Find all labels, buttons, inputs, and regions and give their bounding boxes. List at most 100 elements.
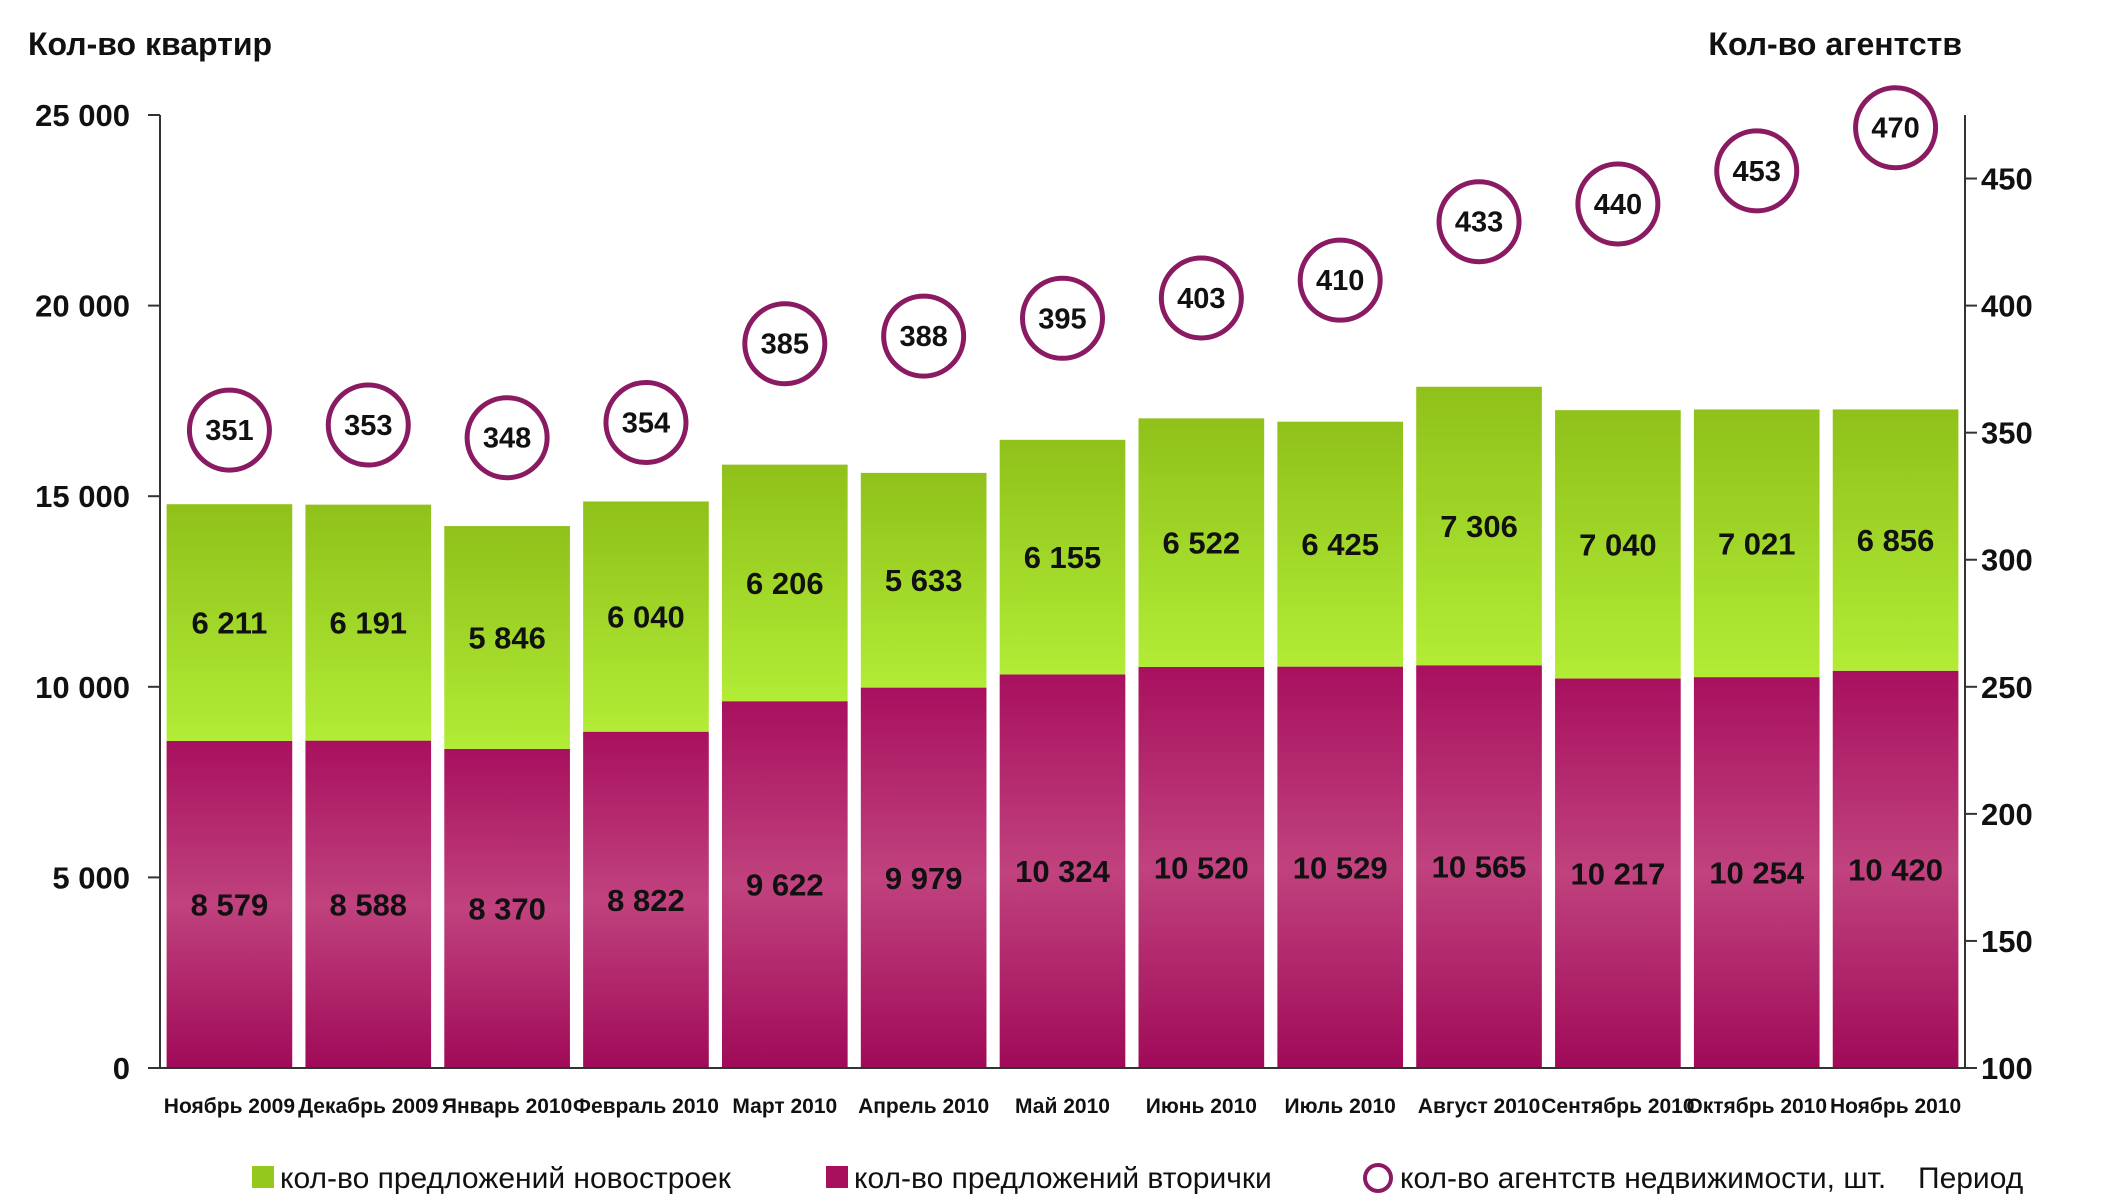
bar-secondary <box>305 740 432 1068</box>
bar-new-buildings <box>999 439 1126 675</box>
bar-secondary <box>583 731 709 1068</box>
bar-label-secondary: 10 529 <box>1293 850 1388 885</box>
bars-layer: 8 579 6 211 8 588 6 191 8 370 5 846 8 822 6 040… <box>166 386 1959 1068</box>
bar-secondary <box>1832 670 1959 1068</box>
bar-secondary <box>721 701 848 1068</box>
bar-label-new-buildings: 6 211 <box>191 606 267 641</box>
bar-secondary <box>166 740 293 1068</box>
bar-label-secondary: 10 324 <box>1015 854 1111 889</box>
agency-marker <box>742 301 828 387</box>
x-tick-label: Сентябрь 2010 <box>1541 1095 1694 1118</box>
y-left-tick-label: 0 <box>113 1051 130 1086</box>
bar-new-buildings <box>1138 418 1265 667</box>
bar-label-secondary: 10 520 <box>1154 850 1249 885</box>
x-tick-label: Апрель 2010 <box>858 1095 989 1118</box>
agency-marker <box>603 380 689 466</box>
bar-label-new-buildings: 7 021 <box>1718 526 1796 561</box>
agency-marker-label: 353 <box>344 410 392 442</box>
bar-new-buildings <box>305 504 432 741</box>
bar-label-secondary: 8 588 <box>329 887 407 922</box>
bar-new-buildings <box>1277 421 1404 667</box>
y-right-tick-label: 250 <box>1981 670 2033 705</box>
y-left-tick-label: 5 000 <box>52 860 130 895</box>
legend-marker-agencies <box>1363 1163 1393 1193</box>
y-left-tick-label: 25 000 <box>35 98 130 133</box>
x-tick-label: Февраль 2010 <box>573 1095 719 1118</box>
legend-swatch-secondary <box>826 1166 848 1188</box>
bar-label-new-buildings: 5 846 <box>468 621 546 656</box>
agency-marker <box>186 387 272 473</box>
bar-label-secondary: 9 979 <box>885 861 963 896</box>
legend-label-agencies: кол-во агентств недвижимости, шт. <box>1400 1162 1886 1195</box>
bar-label-new-buildings: 6 040 <box>607 600 685 635</box>
agency-marker <box>1714 128 1800 214</box>
agency-marker-label: 440 <box>1594 189 1642 221</box>
agency-marker-label: 403 <box>1177 283 1225 315</box>
agency-marker-label: 410 <box>1316 265 1364 297</box>
x-tick-label: Декабрь 2009 <box>298 1095 438 1118</box>
y-right-axis-title: Кол-во агентств <box>1708 26 1962 62</box>
y-right-tick-label: 200 <box>1981 797 2033 832</box>
agency-marker-label: 348 <box>483 423 531 455</box>
agency-marker-label: 470 <box>1871 113 1919 145</box>
bar-label-new-buildings: 6 522 <box>1163 526 1241 561</box>
bar-new-buildings <box>166 504 293 741</box>
agency-marker-label: 395 <box>1038 303 1086 335</box>
y-left-tick-label: 20 000 <box>35 289 130 324</box>
legend-period-label: Период <box>1918 1162 2023 1195</box>
agency-marker <box>881 293 967 379</box>
x-tick-label: Август 2010 <box>1418 1095 1541 1118</box>
bar-new-buildings <box>1693 409 1820 678</box>
agency-marker <box>325 382 411 468</box>
agency-marker-label: 385 <box>761 329 809 361</box>
legend-label-new-buildings: кол-во предложений новостроек <box>280 1162 732 1195</box>
bar-new-buildings <box>1832 409 1959 671</box>
bar-secondary <box>1555 678 1681 1068</box>
bar-new-buildings <box>1416 386 1542 666</box>
bar-new-buildings <box>1555 410 1681 679</box>
agency-marker-label: 388 <box>899 321 947 353</box>
bar-new-buildings <box>444 526 570 749</box>
y-left-axis: 0 5 000 10 000 15 000 20 000 25 000 <box>35 98 160 1086</box>
bar-secondary <box>1693 677 1820 1068</box>
y-right-tick-label: 400 <box>1981 289 2033 324</box>
x-tick-label: Октябрь 2010 <box>1686 1095 1827 1118</box>
bar-label-new-buildings: 6 856 <box>1857 523 1935 558</box>
legend-label-secondary: кол-во предложений вторички <box>854 1162 1272 1195</box>
agency-marker <box>1436 179 1522 265</box>
bar-label-secondary: 10 565 <box>1432 850 1527 885</box>
legend: кол-во предложений новостроек кол-во пре… <box>252 1162 2023 1195</box>
bar-label-new-buildings: 7 040 <box>1579 527 1657 562</box>
bar-label-new-buildings: 6 425 <box>1301 527 1379 562</box>
bar-secondary <box>1416 665 1542 1068</box>
x-tick-label: Июль 2010 <box>1285 1095 1396 1118</box>
bar-label-secondary: 10 217 <box>1570 856 1665 891</box>
bar-label-secondary: 8 822 <box>607 883 685 918</box>
x-tick-label: Июнь 2010 <box>1146 1095 1257 1118</box>
agency-marker <box>1297 237 1383 323</box>
x-tick-label: Ноябрь 2009 <box>164 1095 295 1118</box>
agency-markers-layer: 351 353 348 354 385 388 395 403 410 433 440 453 470 <box>186 85 1939 481</box>
bar-label-secondary: 10 254 <box>1709 856 1805 891</box>
bar-label-new-buildings: 6 206 <box>746 566 824 601</box>
agency-marker-label: 433 <box>1455 207 1503 239</box>
bar-new-buildings <box>721 464 848 702</box>
agency-marker <box>1158 255 1244 341</box>
bar-label-new-buildings: 6 191 <box>329 606 407 641</box>
x-tick-label: Май 2010 <box>1015 1095 1110 1118</box>
bar-label-new-buildings: 6 155 <box>1024 540 1102 575</box>
bar-label-secondary: 8 579 <box>191 887 269 922</box>
bar-label-secondary: 9 622 <box>746 868 824 903</box>
legend-swatch-new-buildings <box>252 1166 274 1188</box>
agency-marker <box>1853 85 1939 171</box>
x-tick-label: Март 2010 <box>732 1095 837 1118</box>
bar-label-secondary: 10 420 <box>1848 852 1943 887</box>
x-tick-label: Январь 2010 <box>442 1095 572 1118</box>
bar-label-new-buildings: 7 306 <box>1440 509 1518 544</box>
y-right-tick-label: 300 <box>1981 543 2033 578</box>
bar-secondary <box>444 748 570 1068</box>
bar-secondary <box>1138 666 1265 1068</box>
y-left-axis-title: Кол-во квартир <box>28 26 272 62</box>
bar-label-new-buildings: 5 633 <box>885 563 963 598</box>
